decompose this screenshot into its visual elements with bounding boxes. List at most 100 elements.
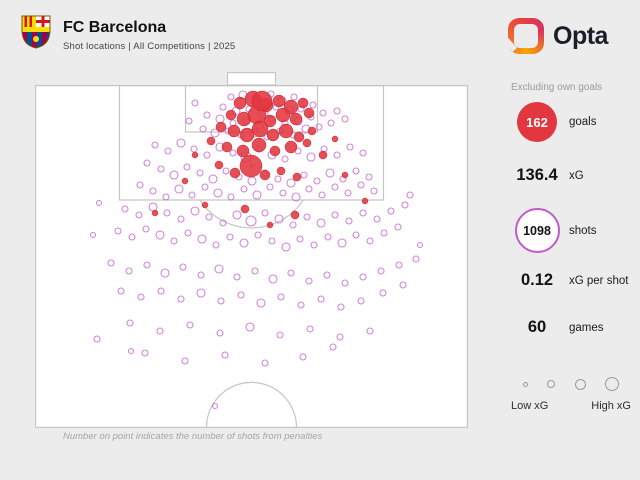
goals-label: goals bbox=[569, 116, 597, 128]
shot-point bbox=[221, 351, 229, 359]
shot-point bbox=[157, 165, 165, 173]
shot-point bbox=[416, 241, 424, 249]
shot-point bbox=[370, 187, 378, 195]
shot-point bbox=[316, 218, 326, 228]
shot-point bbox=[309, 101, 317, 109]
goal-point bbox=[263, 114, 277, 128]
goal-point bbox=[269, 145, 281, 157]
goal-point bbox=[297, 97, 309, 109]
shot-point bbox=[208, 174, 218, 184]
xg-size-legend bbox=[523, 376, 619, 392]
opta-wordmark: Opta bbox=[553, 21, 608, 50]
goal-point bbox=[225, 109, 237, 121]
shot-point bbox=[373, 215, 381, 223]
shot-point bbox=[205, 213, 213, 221]
shot-point bbox=[213, 188, 223, 198]
shot-point bbox=[233, 273, 241, 281]
shot-point bbox=[183, 163, 191, 171]
goals-cell: 162 bbox=[511, 102, 563, 142]
shot-point bbox=[268, 237, 276, 245]
shot-point bbox=[135, 211, 143, 219]
shot-point bbox=[190, 206, 200, 216]
shot-point bbox=[305, 277, 313, 285]
shot-point bbox=[142, 225, 150, 233]
goal-point bbox=[215, 121, 227, 133]
shot-point bbox=[114, 227, 122, 235]
shot-point bbox=[319, 109, 327, 117]
stat-xg-per-shot: 0.12 xG per shot bbox=[511, 271, 629, 290]
shots-label: shots bbox=[569, 224, 597, 237]
shot-point bbox=[157, 287, 165, 295]
games-label: games bbox=[569, 321, 604, 334]
shot-point bbox=[317, 295, 325, 303]
shot-point bbox=[279, 189, 287, 197]
shot-point bbox=[325, 168, 335, 178]
shot-point bbox=[227, 193, 235, 201]
shot-point bbox=[196, 288, 206, 298]
goal-point bbox=[229, 167, 241, 179]
legend-dot bbox=[547, 380, 556, 388]
goal-point bbox=[233, 96, 247, 110]
legend-dot bbox=[523, 381, 528, 387]
goal-point bbox=[361, 197, 369, 205]
shot-point bbox=[303, 213, 311, 221]
goal-point bbox=[284, 140, 298, 154]
shot-point bbox=[359, 209, 367, 217]
goal-point bbox=[206, 136, 216, 146]
shots-cell: 1098 bbox=[511, 208, 563, 253]
xg-value: 136.4 bbox=[516, 166, 558, 184]
goal-point bbox=[236, 144, 250, 158]
shot-point bbox=[137, 293, 145, 301]
goal-point bbox=[272, 94, 286, 108]
shot-point bbox=[196, 169, 204, 177]
legend-dot bbox=[604, 377, 619, 391]
legend-dot bbox=[574, 378, 586, 390]
shot-point bbox=[127, 347, 135, 355]
xg-per-shot-value: 0.12 bbox=[520, 271, 554, 289]
shot-point bbox=[203, 151, 211, 159]
shot-point bbox=[352, 167, 360, 175]
shot-point bbox=[217, 297, 225, 305]
shot-point bbox=[117, 287, 125, 295]
shot-point bbox=[89, 231, 97, 239]
shot-point bbox=[199, 125, 207, 133]
shot-point bbox=[366, 327, 374, 335]
shot-point bbox=[185, 117, 193, 125]
shot-point bbox=[143, 159, 151, 167]
shot-point bbox=[237, 291, 245, 299]
shots-badge: 1098 bbox=[514, 208, 560, 253]
shot-point bbox=[174, 184, 184, 194]
legend-high-label: High xG bbox=[591, 400, 631, 412]
shot-point bbox=[306, 325, 314, 333]
shot-point bbox=[160, 268, 170, 278]
shot-point bbox=[93, 335, 101, 343]
shot-point bbox=[341, 279, 349, 287]
shot-point bbox=[164, 147, 172, 155]
penalty-note: Number on point indicates the number of … bbox=[63, 431, 323, 442]
shot-point bbox=[290, 93, 298, 101]
shot-point bbox=[251, 267, 259, 275]
shot-point bbox=[333, 107, 341, 115]
shot-point bbox=[299, 353, 307, 361]
shot-point bbox=[395, 261, 403, 269]
shot-point bbox=[252, 190, 262, 200]
shot-point bbox=[203, 111, 211, 119]
shot-point bbox=[214, 264, 224, 274]
shot-point bbox=[239, 238, 249, 248]
shot-point bbox=[359, 273, 367, 281]
shot-point bbox=[179, 263, 187, 271]
shot-point bbox=[331, 183, 339, 191]
shot-point bbox=[95, 199, 103, 207]
shot-point bbox=[277, 293, 285, 301]
goal-point bbox=[289, 112, 303, 126]
goal-point bbox=[266, 221, 274, 229]
goal-point bbox=[221, 141, 233, 153]
shot-point bbox=[296, 235, 304, 243]
shot-point bbox=[155, 230, 165, 240]
goal-point bbox=[151, 209, 159, 217]
shot-point bbox=[125, 267, 133, 275]
goal-point bbox=[251, 90, 273, 112]
shot-point bbox=[188, 191, 196, 199]
shot-point bbox=[331, 211, 339, 219]
shot-points-layer bbox=[89, 90, 424, 410]
